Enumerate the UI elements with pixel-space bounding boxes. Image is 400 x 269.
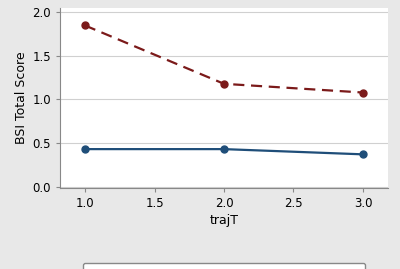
X-axis label: trajT: trajT <box>210 214 238 228</box>
Legend: Group 1 (81.0%), Group 2 (19.0%): Group 1 (81.0%), Group 2 (19.0%) <box>83 263 365 269</box>
Y-axis label: BSI Total Score: BSI Total Score <box>15 52 28 144</box>
